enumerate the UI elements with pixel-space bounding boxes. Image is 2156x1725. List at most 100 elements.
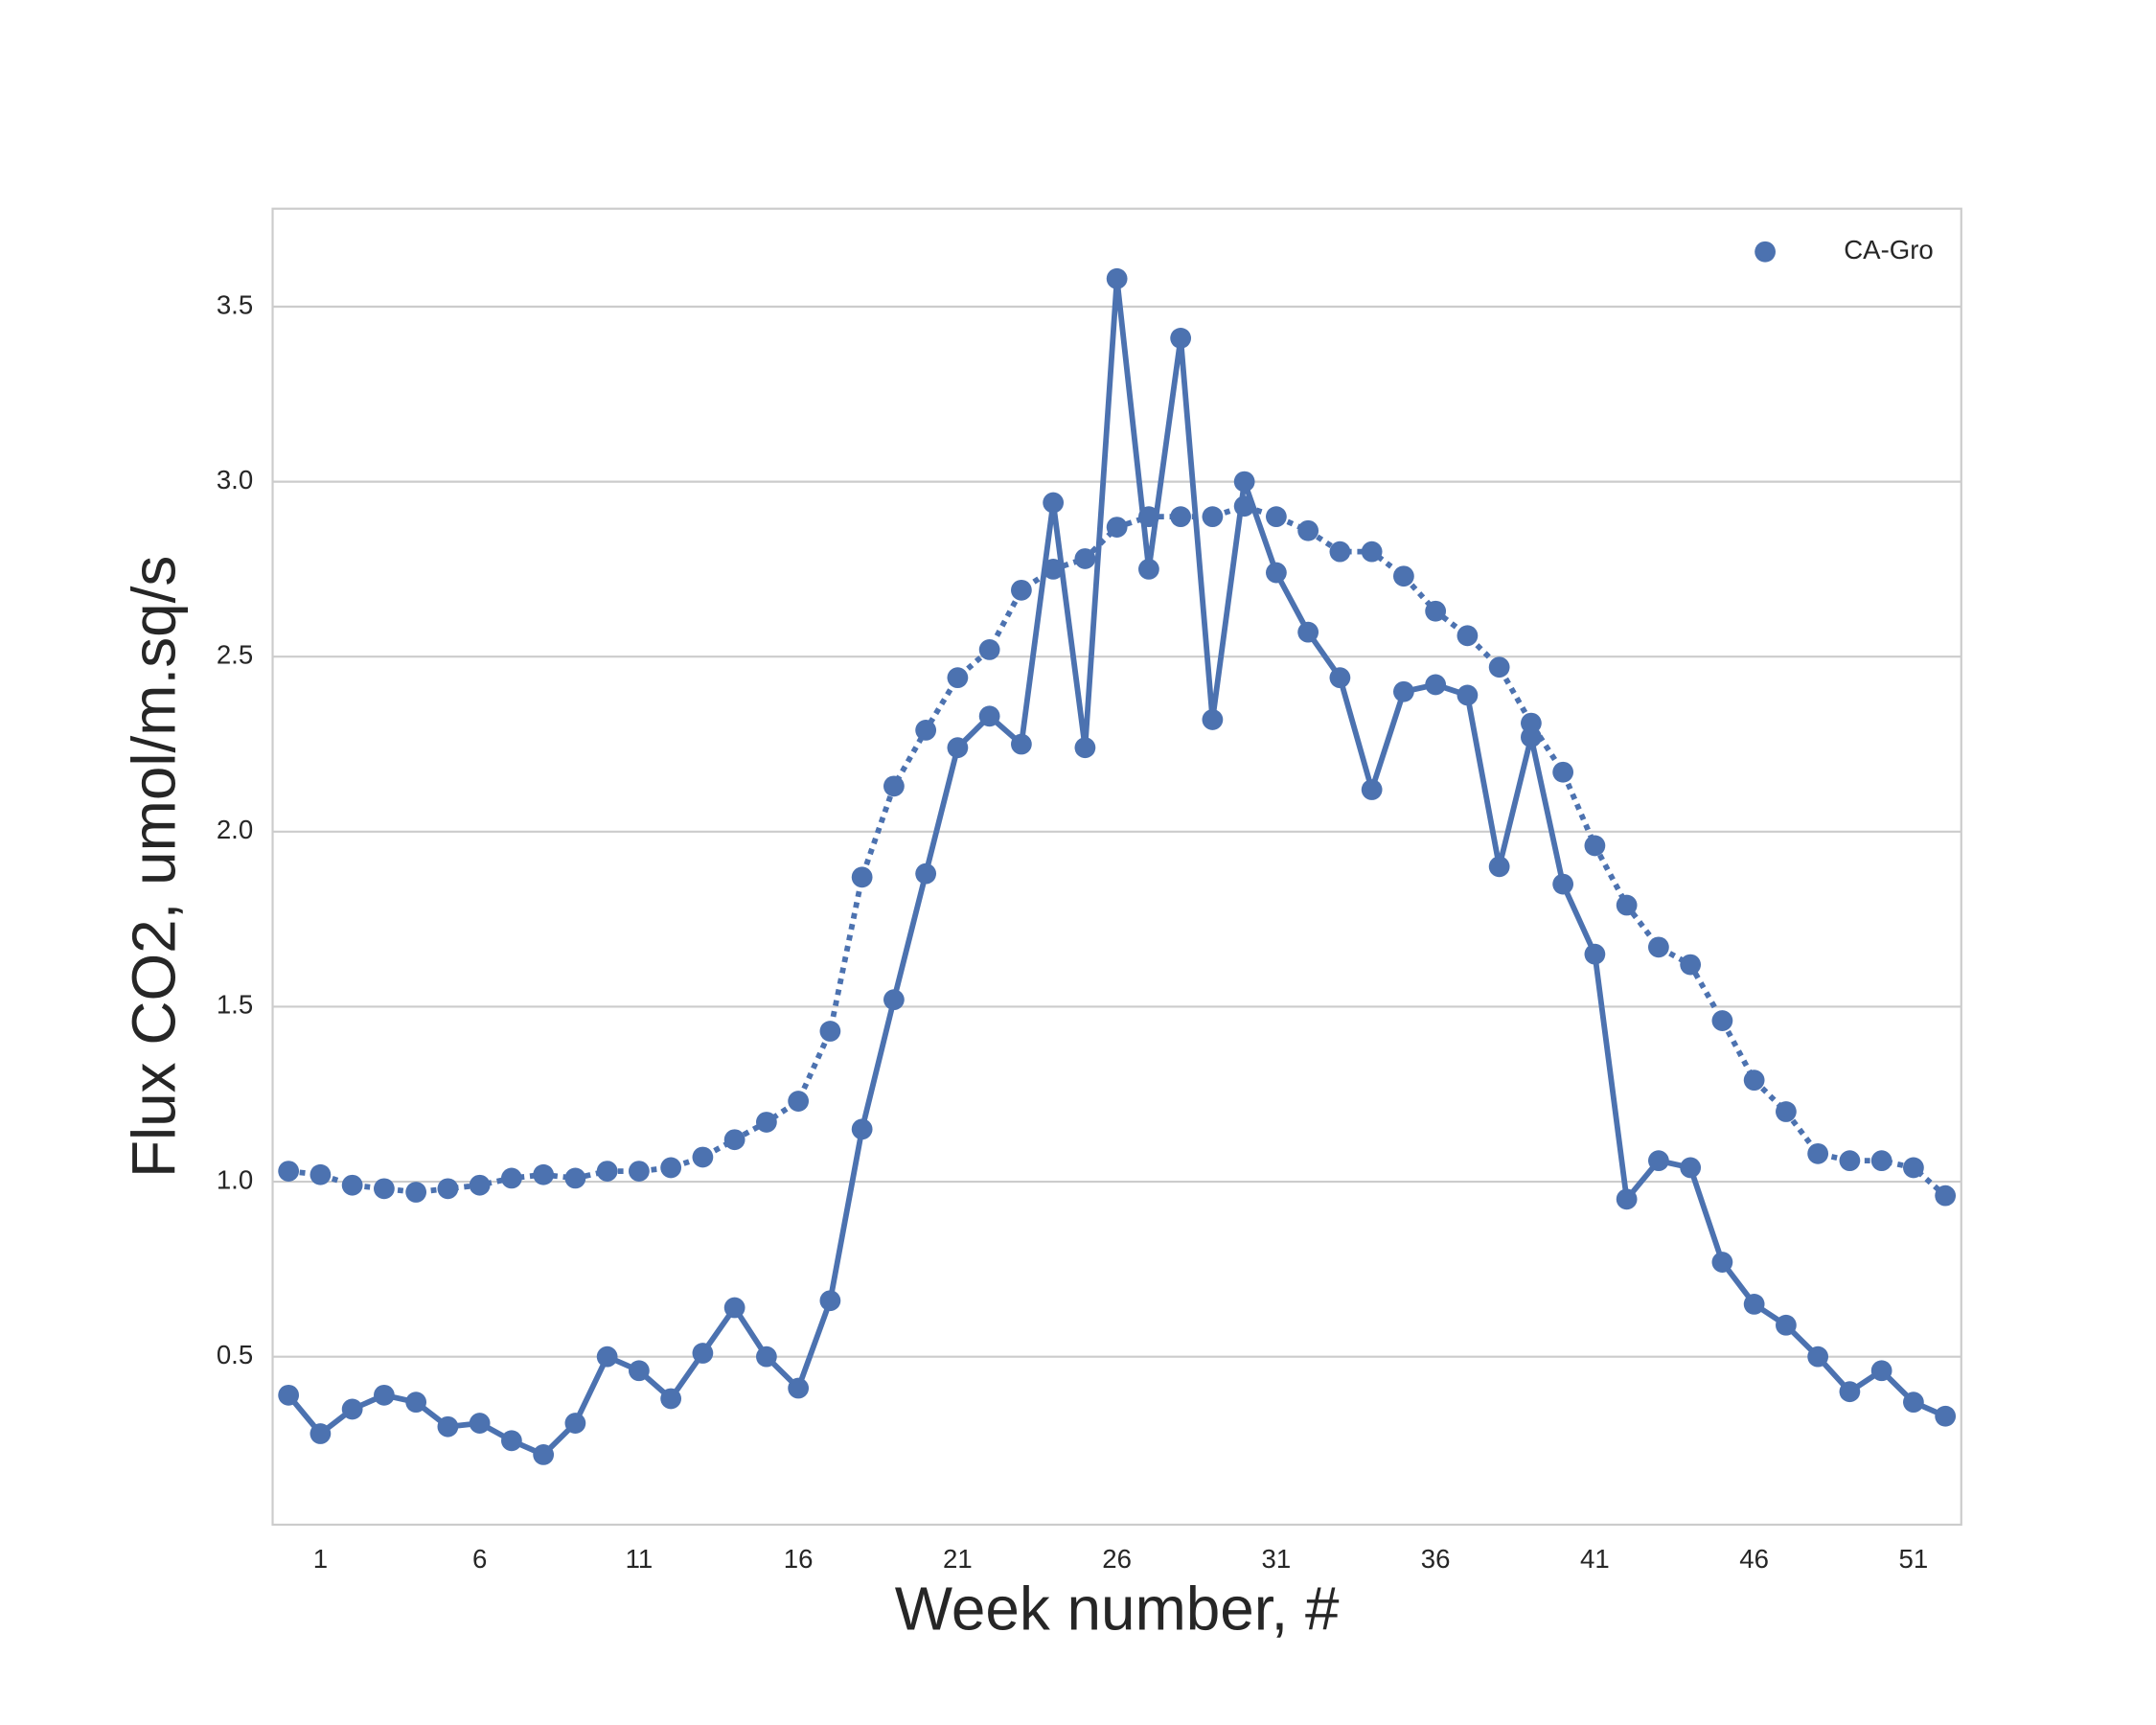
x-tick-label: 36 <box>1421 1544 1451 1574</box>
legend-label: CA-Gro <box>1844 235 1933 264</box>
point <box>1170 327 1192 349</box>
point <box>819 1290 841 1312</box>
point <box>533 1163 555 1185</box>
point <box>756 1346 777 1368</box>
series-line <box>287 503 1948 1198</box>
point <box>1011 733 1032 755</box>
point <box>915 862 937 885</box>
point <box>1011 579 1032 601</box>
point <box>469 1413 491 1434</box>
point <box>947 737 969 759</box>
y-axis-label: Flux CO2, umol/m.sq/s <box>119 556 188 1178</box>
point <box>978 705 1000 727</box>
y-tick-label: 1.5 <box>217 990 253 1020</box>
point <box>851 866 873 888</box>
point <box>629 1360 650 1382</box>
y-tick-label: 2.0 <box>217 815 253 844</box>
point <box>469 1174 491 1196</box>
point <box>405 1182 427 1203</box>
point <box>1711 1252 1733 1273</box>
point <box>1616 894 1638 916</box>
y-tick-label: 3.5 <box>217 289 253 319</box>
point <box>1202 709 1224 730</box>
point <box>1138 506 1159 528</box>
point <box>278 1384 300 1406</box>
point <box>310 1163 332 1185</box>
point <box>1552 873 1574 895</box>
x-tick-label: 16 <box>784 1544 814 1574</box>
x-tick-label: 21 <box>943 1544 973 1574</box>
point <box>1870 1360 1892 1382</box>
point <box>596 1161 618 1182</box>
point <box>1106 267 1128 289</box>
point <box>1361 540 1383 563</box>
point <box>756 1112 777 1133</box>
point <box>883 989 905 1011</box>
point <box>1807 1346 1829 1368</box>
point <box>1648 936 1669 958</box>
point <box>564 1167 586 1189</box>
point <box>1584 943 1606 965</box>
point <box>1648 1150 1669 1172</box>
x-axis-label: Week number, # <box>895 1575 1340 1644</box>
point <box>374 1178 395 1200</box>
x-tick-label: 41 <box>1580 1544 1610 1574</box>
point <box>596 1346 618 1368</box>
point <box>341 1398 363 1420</box>
point <box>1552 761 1574 783</box>
point <box>1425 600 1447 622</box>
point <box>310 1423 332 1444</box>
point <box>788 1091 810 1112</box>
point <box>723 1129 745 1151</box>
point <box>1074 737 1096 759</box>
point <box>1393 680 1414 702</box>
point <box>341 1174 363 1196</box>
point <box>1233 495 1255 518</box>
point <box>437 1415 459 1438</box>
point <box>1202 506 1224 528</box>
point <box>278 1161 300 1182</box>
point <box>1776 1101 1797 1122</box>
point <box>1361 779 1383 800</box>
point <box>405 1392 427 1414</box>
point <box>1043 559 1065 580</box>
point <box>1584 835 1606 857</box>
point <box>915 720 937 741</box>
point <box>1488 656 1510 678</box>
point <box>692 1343 714 1364</box>
point <box>1935 1184 1957 1207</box>
x-tick-label: 11 <box>626 1544 654 1574</box>
y-tick-label: 2.5 <box>217 640 253 670</box>
point <box>978 639 1000 660</box>
point <box>692 1146 714 1168</box>
point <box>660 1388 682 1410</box>
point <box>1393 565 1414 587</box>
point <box>1297 519 1319 541</box>
point <box>564 1413 586 1434</box>
point <box>1839 1150 1861 1172</box>
y-tick-label: 3.0 <box>217 465 253 494</box>
point <box>374 1384 395 1406</box>
point <box>788 1377 810 1399</box>
point <box>883 775 905 797</box>
point <box>1870 1150 1892 1172</box>
point <box>1743 1070 1765 1092</box>
point <box>1266 562 1287 584</box>
point <box>1521 712 1542 734</box>
point <box>437 1178 459 1200</box>
point <box>1680 1157 1702 1179</box>
x-tick-label: 46 <box>1739 1544 1769 1574</box>
point <box>1743 1293 1765 1315</box>
point <box>1329 667 1351 689</box>
point <box>1043 492 1065 514</box>
point <box>1488 856 1510 878</box>
point <box>501 1167 522 1189</box>
point <box>1839 1381 1861 1403</box>
x-tick-label: 51 <box>1899 1544 1929 1574</box>
point <box>501 1430 522 1452</box>
point <box>1456 625 1479 647</box>
point <box>1170 506 1192 528</box>
point <box>1711 1010 1733 1031</box>
point <box>1138 559 1159 580</box>
